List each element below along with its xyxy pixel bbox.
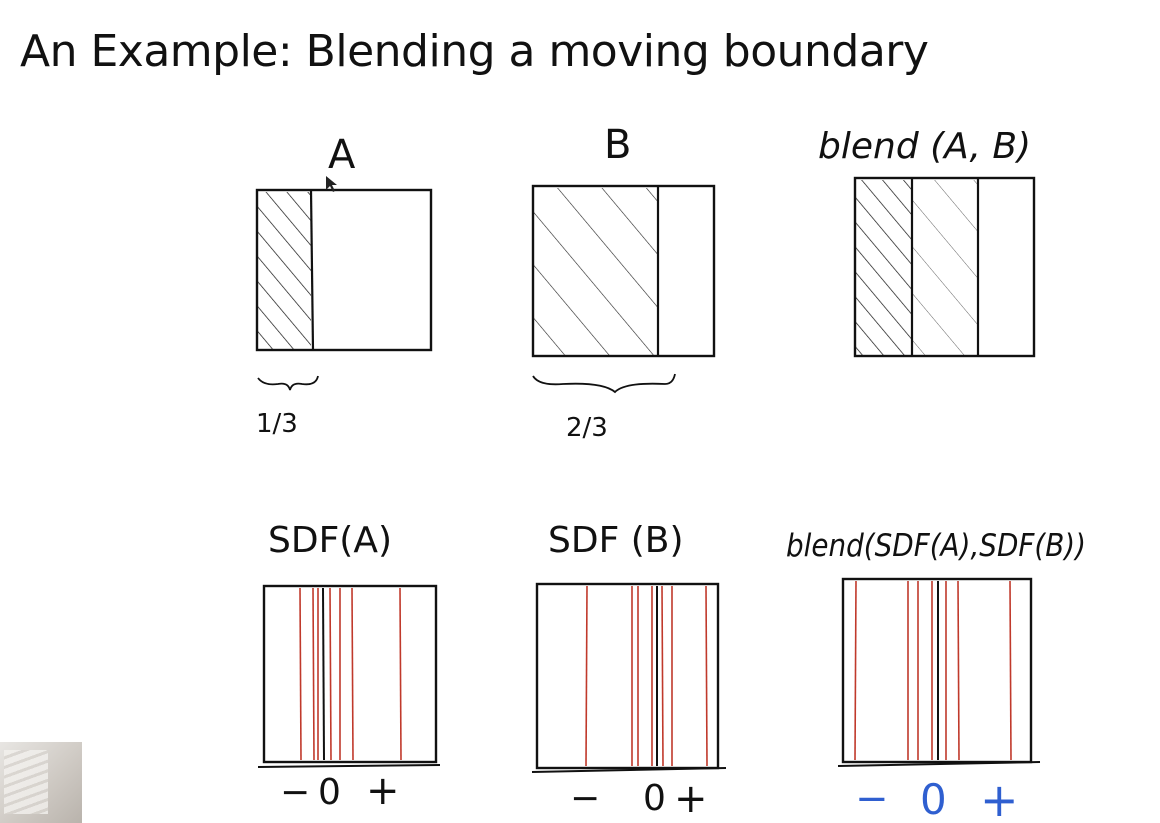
panel-blend: blend (A, B)	[818, 126, 1036, 358]
panel-sdf-b-minus: −	[570, 778, 600, 819]
slide-title: An Example: Blending a moving boundary	[20, 26, 929, 77]
panel-sdf-a-box	[262, 584, 438, 764]
panel-a-hatched-region	[257, 192, 311, 350]
panel-blend-dense-hatch	[855, 180, 912, 356]
panel-blend-box	[853, 176, 1036, 358]
panel-a-box	[255, 188, 433, 352]
panel-b-box	[531, 184, 716, 358]
panel-blend-sdf-minus: −	[855, 776, 889, 822]
panel-sdf-b-box	[535, 582, 720, 770]
panel-sdf-a: SDF(A) − 0 +	[257, 520, 441, 814]
panel-blend-sdf-box	[841, 577, 1033, 764]
panel-a-brace	[257, 375, 319, 391]
panel-blend-light-hatch	[912, 180, 978, 356]
panel-blend-sdf: blend(SDF(A),SDF(B)) − 0 +	[786, 528, 1086, 823]
panel-sdf-b-label: SDF (B)	[548, 520, 684, 561]
panel-b-hatched-region	[533, 188, 658, 356]
panel-sdf-a-zero-line	[322, 587, 325, 761]
panel-blend-label: blend (A, B)	[818, 126, 1031, 167]
panel-b-brace	[532, 373, 676, 394]
panel-sdf-a-axis	[257, 764, 441, 768]
panel-blend-sdf-plus: +	[980, 773, 1019, 823]
panel-b: B 2/3	[531, 122, 716, 443]
panel-a: A 1/3	[255, 132, 433, 439]
panel-sdf-b-contours	[585, 585, 708, 767]
panel-a-span-label: 1/3	[256, 409, 298, 439]
panel-blend-sdf-label: blend(SDF(A),SDF(B))	[786, 528, 1086, 564]
panel-sdf-b-plus: +	[674, 776, 708, 822]
panel-sdf-a-contours	[299, 587, 402, 761]
panel-a-label: A	[328, 132, 356, 178]
panel-blend-sdf-contours	[854, 580, 1012, 761]
panel-b-span-label: 2/3	[566, 413, 608, 443]
panel-sdf-a-minus: −	[280, 772, 310, 813]
webcam-thumbnail	[0, 742, 82, 823]
mouse-cursor-icon	[326, 176, 337, 192]
panel-b-label: B	[604, 122, 631, 168]
panel-sdf-a-label: SDF(A)	[268, 520, 392, 561]
panel-sdf-b-axis	[531, 767, 727, 773]
panel-sdf-a-zero: 0	[318, 772, 341, 813]
panel-sdf-b: SDF (B) − 0 +	[531, 520, 727, 822]
panel-a-boundary	[309, 189, 315, 351]
panel-sdf-b-zero: 0	[643, 778, 666, 819]
panel-sdf-a-plus: +	[366, 768, 400, 814]
panel-blend-sdf-axis	[837, 761, 1041, 767]
panel-blend-sdf-zero: 0	[920, 775, 947, 823]
